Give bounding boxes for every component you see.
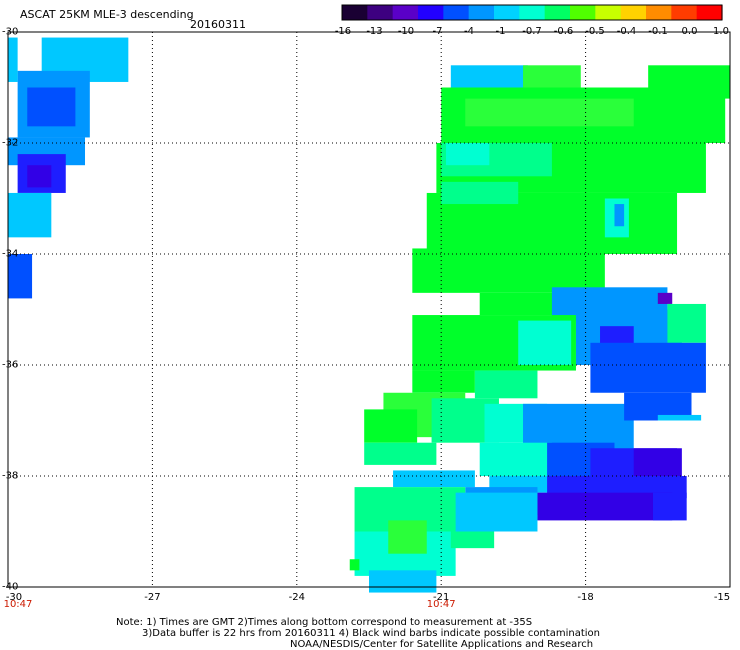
wind-cell <box>479 292 567 316</box>
note-line-2: 3)Data buffer is 22 hrs from 20160311 4)… <box>142 628 600 639</box>
colorbar-segment <box>367 5 394 20</box>
latitude-label: -36 <box>2 359 19 371</box>
colorbar-segment <box>646 5 672 20</box>
wind-cell <box>364 442 437 465</box>
wind-cell <box>667 303 706 343</box>
longitude-label: -27 <box>144 592 161 603</box>
wind-cell <box>412 370 475 393</box>
wind-cell <box>479 442 552 476</box>
colorbar-segment <box>570 5 596 20</box>
wind-cell <box>393 470 475 488</box>
wind-cell <box>388 520 427 554</box>
wind-cell <box>523 65 581 88</box>
colorbar-segment <box>392 5 419 20</box>
longitude-label: -24 <box>288 592 305 603</box>
wind-cell <box>537 492 673 521</box>
longitude-label: -30 <box>5 592 23 603</box>
colorbar-segment <box>494 5 520 20</box>
wind-cell <box>474 370 538 399</box>
wind-cell <box>27 165 52 188</box>
wind-cell <box>8 192 52 238</box>
colorbar-segment <box>519 5 546 20</box>
wind-cell <box>8 37 18 82</box>
colorbar-segment <box>696 5 723 20</box>
colorbar-segment <box>620 5 647 20</box>
longitude-label: -18 <box>577 592 594 603</box>
latitude-label: -38 <box>2 470 19 482</box>
colorbar-segment <box>418 5 444 20</box>
wind-cell <box>657 414 702 421</box>
colorbar <box>341 4 723 21</box>
colorbar-frame <box>341 4 723 21</box>
wind-cell <box>441 181 519 205</box>
grid-lines <box>8 32 730 587</box>
wind-cell <box>590 342 706 393</box>
map-date: 20160311 <box>190 18 246 31</box>
longitude-label: -21 <box>433 592 450 603</box>
wind-cell <box>465 98 634 127</box>
wind-cell <box>8 254 33 299</box>
note-line-3: NOAA/NESDIS/Center for Satellite Applica… <box>290 639 594 650</box>
wind-cell <box>412 248 605 293</box>
map-frame <box>7 31 731 588</box>
wind-cell <box>349 559 360 571</box>
wind-cell <box>614 204 625 227</box>
colorbar-segment <box>342 5 368 20</box>
colorbar-segment <box>595 5 622 20</box>
wind-cell <box>364 409 418 443</box>
colorbar-segment <box>443 5 470 20</box>
colorbar-segment <box>544 5 571 20</box>
time-label: 10:47 <box>3 599 33 610</box>
latitude-label: -30 <box>2 26 19 38</box>
latitude-label: -40 <box>2 581 19 593</box>
wind-cell <box>652 492 687 521</box>
wind-cell <box>455 492 538 532</box>
map-title: ASCAT 25KM MLE-3 descending <box>20 8 194 21</box>
colorbar-segment <box>468 5 495 20</box>
wind-cell <box>369 570 437 593</box>
wind-cell <box>446 143 490 166</box>
wind-cell <box>633 448 682 476</box>
wind-cell <box>518 320 572 365</box>
time-label: 10:47 <box>426 599 456 610</box>
latitude-label: -34 <box>2 248 19 260</box>
latitude-label: -32 <box>2 137 19 149</box>
swath-patches <box>8 37 730 593</box>
wind-cell <box>27 87 76 127</box>
wind-cell <box>450 531 495 549</box>
wind-cell <box>657 292 673 304</box>
longitude-label: -15 <box>713 592 731 603</box>
colorbar-segment <box>671 5 698 20</box>
note-line-1: Note: 1) Times are GMT 2)Times along bot… <box>116 617 533 628</box>
